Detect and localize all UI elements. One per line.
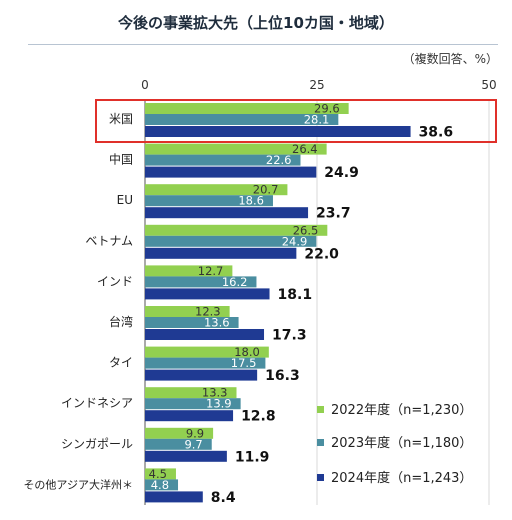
category-label: ベトナム [85, 234, 133, 248]
data-label: 4.5 [149, 467, 167, 481]
bar [145, 357, 266, 369]
data-label: 18.0 [234, 345, 260, 359]
title-divider [28, 44, 498, 45]
legend-swatch [317, 439, 324, 446]
bar [145, 207, 309, 219]
category-label: シンガポール [61, 437, 133, 451]
data-label: 28.1 [304, 113, 330, 127]
bar [145, 184, 288, 196]
data-label: 24.9 [324, 165, 359, 181]
category-label: 中国 [109, 152, 133, 167]
bar [145, 235, 317, 247]
data-label: 26.5 [293, 223, 319, 237]
data-label: 26.4 [292, 142, 318, 156]
bar [145, 468, 176, 480]
legend-label: 2022年度（n=1,230） [331, 402, 472, 418]
bar [145, 154, 301, 166]
bar [145, 410, 234, 422]
data-label: 13.3 [202, 386, 228, 400]
category-label: 台湾 [109, 314, 133, 329]
data-label: 17.5 [231, 356, 257, 370]
data-label: 29.6 [314, 102, 340, 116]
data-label: 8.4 [211, 490, 236, 506]
bar [145, 276, 257, 288]
data-label: 38.6 [419, 125, 454, 141]
bar [145, 491, 203, 503]
bar [145, 317, 239, 328]
category-label: インドネシア [61, 396, 133, 410]
data-label: 13.6 [204, 316, 230, 330]
bar [145, 369, 258, 381]
data-label: 4.8 [151, 478, 169, 492]
bar [145, 329, 265, 340]
legend-swatch [317, 406, 324, 413]
bar [145, 306, 230, 317]
data-label: 20.7 [253, 183, 279, 197]
data-label: 12.3 [195, 305, 221, 319]
category-label: インド [97, 274, 133, 288]
bar [145, 346, 269, 358]
data-label: 24.9 [282, 234, 308, 248]
data-label: 16.3 [265, 368, 300, 384]
bar [145, 450, 227, 462]
category-label: タイ [109, 356, 133, 370]
bar [145, 166, 317, 178]
bar [145, 126, 411, 137]
legend-swatch [317, 474, 324, 481]
bar [145, 114, 339, 125]
bar [145, 438, 212, 450]
data-label: 17.3 [272, 328, 307, 344]
category-label: その他アジア大洋州＊ [23, 477, 133, 491]
data-label: 22.6 [266, 153, 292, 167]
category-label: 米国 [109, 112, 133, 126]
data-label: 13.9 [206, 397, 232, 411]
chart-title: 今後の事業拡大先（上位10カ国・地域） [118, 14, 394, 32]
data-label: 18.1 [278, 287, 313, 303]
bar [145, 265, 233, 277]
data-label: 18.6 [238, 194, 264, 208]
bar [145, 398, 241, 410]
bar [145, 195, 273, 207]
bar [145, 224, 328, 236]
data-label: 12.7 [198, 264, 224, 278]
bar [145, 247, 297, 259]
bar [145, 387, 237, 399]
data-label: 12.8 [241, 409, 276, 425]
bar [145, 479, 179, 491]
bar [145, 288, 270, 300]
bar [145, 143, 327, 155]
x-tick-label: 0 [141, 78, 149, 92]
data-label: 22.0 [304, 246, 339, 262]
unit-note: （複数回答、%） [402, 52, 498, 66]
bar [145, 103, 349, 114]
x-tick-label: 50 [481, 78, 496, 92]
data-label: 9.7 [184, 437, 202, 451]
x-tick-label: 25 [309, 78, 324, 92]
highlight-box [95, 99, 497, 143]
bar [145, 427, 214, 439]
legend-label: 2024年度（n=1,243） [331, 470, 472, 486]
data-label: 23.7 [316, 206, 351, 222]
legend-label: 2023年度（n=1,180） [331, 435, 472, 451]
category-label: EU [117, 193, 133, 207]
data-label: 9.9 [186, 426, 204, 440]
data-label: 11.9 [235, 449, 270, 465]
data-label: 16.2 [222, 275, 248, 289]
